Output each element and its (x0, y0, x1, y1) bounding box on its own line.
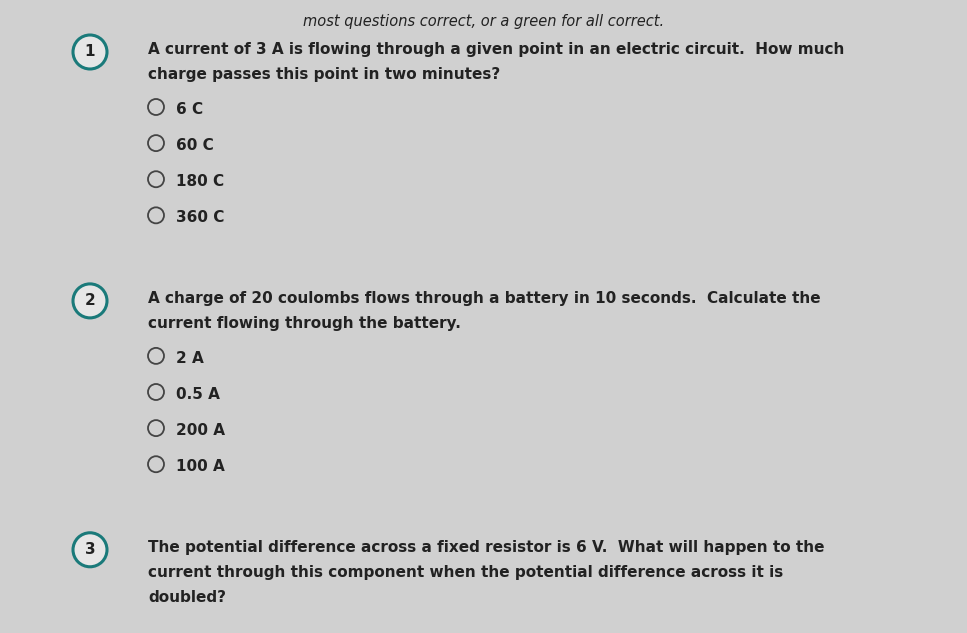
Text: current flowing through the battery.: current flowing through the battery. (148, 316, 461, 331)
Text: 360 C: 360 C (176, 210, 224, 225)
Ellipse shape (73, 35, 107, 69)
Text: 2: 2 (85, 293, 96, 308)
Text: 2 A: 2 A (176, 351, 204, 366)
Text: charge passes this point in two minutes?: charge passes this point in two minutes? (148, 67, 500, 82)
Text: 100 A: 100 A (176, 459, 224, 474)
Text: 3: 3 (85, 542, 96, 557)
Text: 1: 1 (85, 44, 96, 60)
Text: 200 A: 200 A (176, 423, 225, 438)
Text: most questions correct, or a green for all correct.: most questions correct, or a green for a… (303, 14, 664, 29)
Text: 6 C: 6 C (176, 102, 203, 117)
Text: The potential difference across a fixed resistor is 6 V.  What will happen to th: The potential difference across a fixed … (148, 540, 825, 555)
Text: A charge of 20 coulombs flows through a battery in 10 seconds.  Calculate the: A charge of 20 coulombs flows through a … (148, 291, 821, 306)
Text: 60 C: 60 C (176, 138, 214, 153)
Text: current through this component when the potential difference across it is: current through this component when the … (148, 565, 783, 580)
Text: 180 C: 180 C (176, 174, 224, 189)
Text: 0.5 A: 0.5 A (176, 387, 220, 402)
Text: A current of 3 A is flowing through a given point in an electric circuit.  How m: A current of 3 A is flowing through a gi… (148, 42, 844, 57)
Ellipse shape (73, 284, 107, 318)
Ellipse shape (73, 533, 107, 567)
Text: doubled?: doubled? (148, 590, 226, 605)
